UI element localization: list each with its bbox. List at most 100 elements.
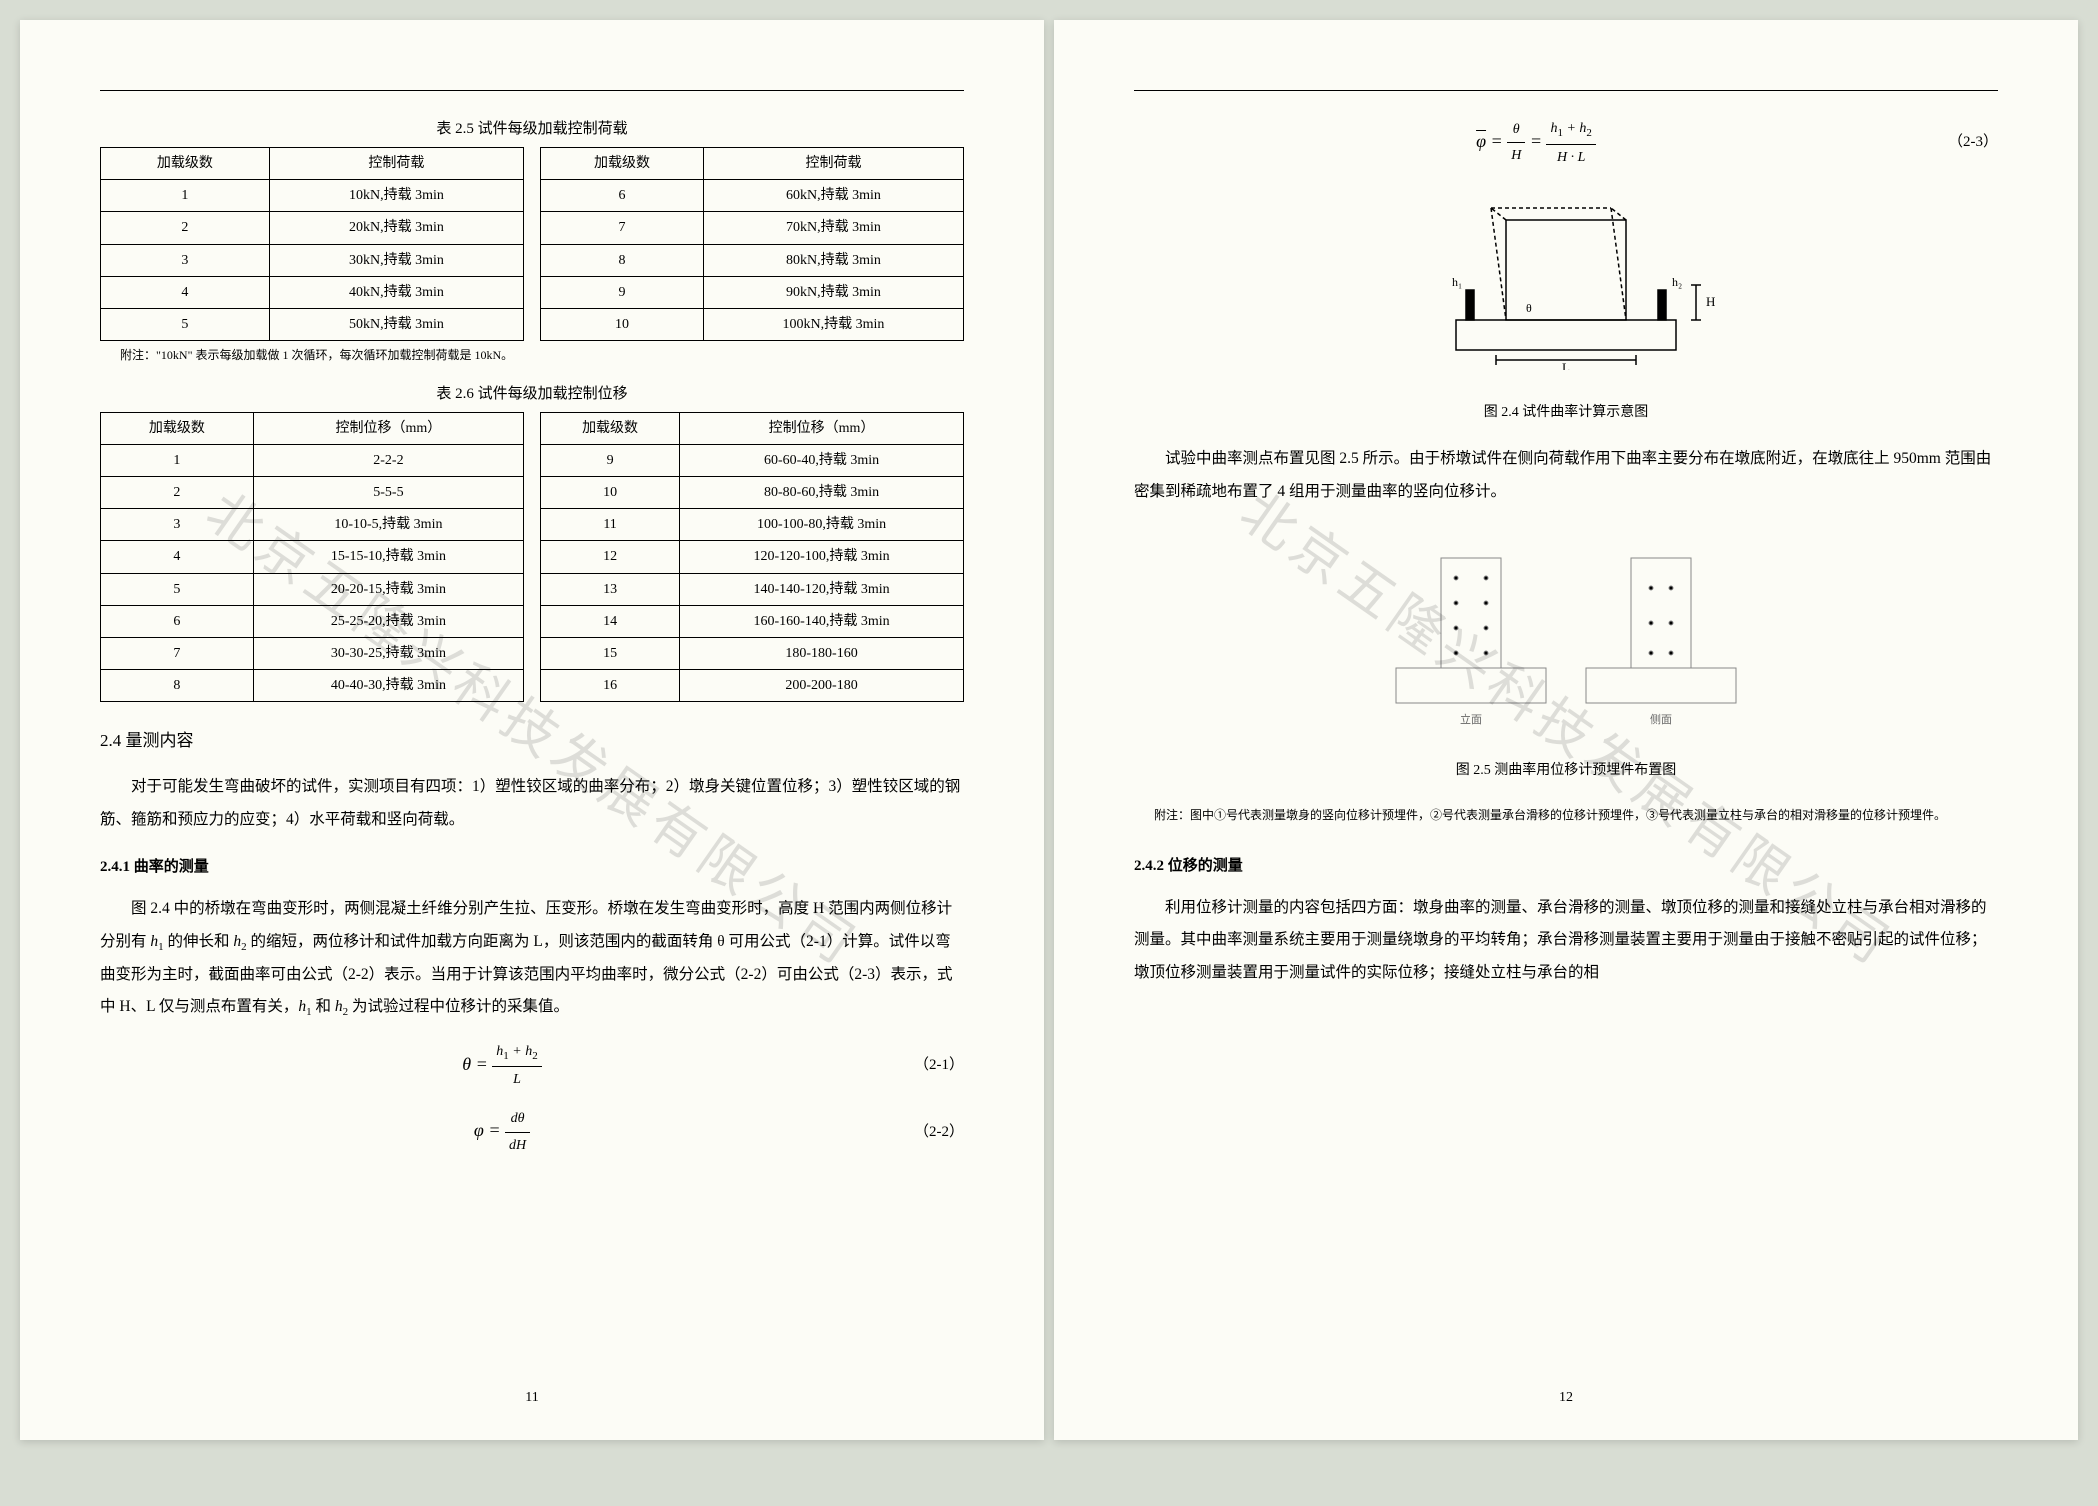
td: 3 (101, 509, 254, 541)
para-4: 利用位移计测量的内容包括四方面：墩身曲率的测量、承台滑移的测量、墩顶位移的测量和… (1134, 892, 1998, 990)
th: 加载级数 (101, 412, 254, 444)
curvature-diagram-icon: L H h₁ h₂ θ (1396, 190, 1736, 370)
td: 25-25-20,持载 3min (253, 605, 523, 637)
td: 1 (101, 180, 270, 212)
td: 60-60-40,持载 3min (680, 444, 964, 476)
page-spread: 北京五隆兴科技发展有限公司 表 2.5 试件每级加载控制荷载 加载级数控制荷载 … (0, 0, 2098, 1460)
td: 10kN,持载 3min (269, 180, 523, 212)
h1-label: h₁ (1452, 275, 1462, 289)
td: 140-140-120,持载 3min (680, 573, 964, 605)
td: 10 (541, 477, 680, 509)
equation-2-3: φ = θH = h1 + h2H · L （2-3） (1134, 116, 1998, 170)
td: 5 (101, 308, 270, 340)
td: 70kN,持载 3min (703, 212, 963, 244)
td: 4 (101, 541, 254, 573)
eq-num: （2-1） (904, 1052, 964, 1079)
t: 为试验过程中位移计的采集值。 (348, 998, 569, 1015)
td: 9 (541, 276, 704, 308)
th: 控制荷载 (703, 148, 963, 180)
td: 1 (101, 444, 254, 476)
table25-right: 加载级数控制荷载 660kN,持载 3min 770kN,持载 3min 880… (540, 147, 964, 341)
figure-2-5: 立面 侧面 (1134, 528, 1998, 738)
eq-body: φ = dθdH (100, 1106, 904, 1157)
figure-2-4: L H h₁ h₂ θ (1134, 190, 1998, 380)
td: 2-2-2 (253, 444, 523, 476)
H-label: H (1706, 294, 1715, 309)
t: 和 (312, 998, 335, 1015)
td: 15-15-10,持载 3min (253, 541, 523, 573)
page-right: 北京五隆兴科技发展有限公司 φ = θH = h1 + h2H · L （2-3… (1054, 20, 2078, 1440)
table26-right: 加载级数控制位移（mm） 960-60-40,持载 3min 1080-80-6… (540, 412, 964, 703)
td: 200-200-180 (680, 670, 964, 702)
th: 控制位移（mm） (680, 412, 964, 444)
td: 30-30-25,持载 3min (253, 638, 523, 670)
td: 8 (101, 670, 254, 702)
td: 80kN,持载 3min (703, 244, 963, 276)
figure-2-4-caption: 图 2.4 试件曲率计算示意图 (1134, 400, 1998, 425)
td: 60kN,持载 3min (703, 180, 963, 212)
eq-num: （2-3） (1938, 129, 1998, 156)
figure-2-5-note: 附注：图中①号代表测量墩身的竖向位移计预埋件，②号代表测量承台滑移的位移计预埋件… (1134, 801, 1998, 835)
page-left: 北京五隆兴科技发展有限公司 表 2.5 试件每级加载控制荷载 加载级数控制荷载 … (20, 20, 1044, 1440)
td: 40-40-30,持载 3min (253, 670, 523, 702)
subsection-2-4-2: 2.4.2 位移的测量 (1134, 853, 1998, 880)
th: 控制荷载 (269, 148, 523, 180)
svg-text:立面: 立面 (1460, 712, 1482, 726)
td: 14 (541, 605, 680, 637)
td: 2 (101, 212, 270, 244)
page-number: 11 (20, 1385, 1044, 1410)
svg-text:侧面: 侧面 (1650, 713, 1672, 726)
para-2: 图 2.4 中的桥墩在弯曲变形时，两侧混凝土纤维分别产生拉、压变形。桥墩在发生弯… (100, 893, 964, 1024)
td: 180-180-160 (680, 638, 964, 670)
td: 6 (541, 180, 704, 212)
td: 120-120-100,持载 3min (680, 541, 964, 573)
gauge-layout-icon: 立面 侧面 (1356, 528, 1776, 728)
equation-2-2: φ = dθdH （2-2） (100, 1106, 964, 1157)
td: 100-100-80,持载 3min (680, 509, 964, 541)
eq-num: （2-2） (904, 1119, 964, 1146)
td: 16 (541, 670, 680, 702)
td: 4 (101, 276, 270, 308)
eq-body: φ = θH = h1 + h2H · L (1134, 116, 1938, 170)
table26: 加载级数控制位移（mm） 12-2-2 25-5-5 310-10-5,持载 3… (100, 412, 964, 703)
L-label: L (1562, 360, 1570, 370)
th: 控制位移（mm） (253, 412, 523, 444)
td: 50kN,持载 3min (269, 308, 523, 340)
td: 7 (101, 638, 254, 670)
subsection-2-4-1: 2.4.1 曲率的测量 (100, 854, 964, 881)
td: 7 (541, 212, 704, 244)
td: 8 (541, 244, 704, 276)
td: 3 (101, 244, 270, 276)
td: 13 (541, 573, 680, 605)
eq-body: θ = h1 + h2L (100, 1039, 904, 1093)
td: 30kN,持载 3min (269, 244, 523, 276)
table25-left: 加载级数控制荷载 110kN,持载 3min 220kN,持载 3min 330… (100, 147, 524, 341)
td: 90kN,持载 3min (703, 276, 963, 308)
table26-title: 表 2.6 试件每级加载控制位移 (100, 381, 964, 408)
td: 10-10-5,持载 3min (253, 509, 523, 541)
td: 2 (101, 477, 254, 509)
td: 11 (541, 509, 680, 541)
th: 加载级数 (541, 148, 704, 180)
td: 20kN,持载 3min (269, 212, 523, 244)
table25: 加载级数控制荷载 110kN,持载 3min 220kN,持载 3min 330… (100, 147, 964, 341)
td: 160-160-140,持载 3min (680, 605, 964, 637)
para-1: 对于可能发生弯曲破坏的试件，实测项目有四项：1）塑性铰区域的曲率分布；2）墩身关… (100, 771, 964, 836)
figure-2-5-caption: 图 2.5 测曲率用位移计预埋件布置图 (1134, 758, 1998, 783)
td: 10 (541, 308, 704, 340)
h2-label: h₂ (1672, 275, 1682, 289)
td: 6 (101, 605, 254, 637)
para-3: 试验中曲率测点布置见图 2.5 所示。由于桥墩试件在侧向荷载作用下曲率主要分布在… (1134, 443, 1998, 508)
td: 15 (541, 638, 680, 670)
td: 12 (541, 541, 680, 573)
table26-left: 加载级数控制位移（mm） 12-2-2 25-5-5 310-10-5,持载 3… (100, 412, 524, 703)
td: 5 (101, 573, 254, 605)
table25-title: 表 2.5 试件每级加载控制荷载 (100, 116, 964, 143)
top-rule (1134, 90, 1998, 91)
td: 9 (541, 444, 680, 476)
theta-label: θ (1526, 301, 1532, 315)
top-rule (100, 90, 964, 91)
td: 5-5-5 (253, 477, 523, 509)
page-number: 12 (1054, 1385, 2078, 1410)
td: 20-20-15,持载 3min (253, 573, 523, 605)
